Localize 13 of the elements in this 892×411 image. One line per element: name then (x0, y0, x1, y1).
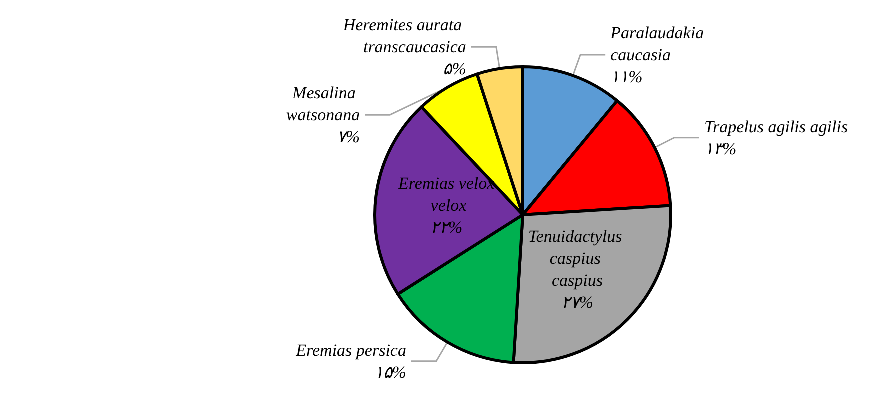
slice-label: Heremites aurata transcaucasica (342, 16, 466, 57)
slice-label: Mesalina watsonana (286, 84, 360, 125)
data-label: ۱۳% (704, 139, 737, 158)
data-label: ۱۵% (374, 362, 406, 382)
slice-label: Eremias persica (295, 340, 406, 360)
slice-label: Paralaudakia caucasia (610, 24, 708, 65)
data-label: ۵% (443, 60, 466, 79)
data-label: ۲۷% (561, 292, 594, 312)
data-label: ۷% (336, 128, 360, 147)
slice-label: Trapelus agilis agilis (704, 117, 848, 136)
data-label: ۲۲% (430, 218, 463, 237)
data-label: ۱۱% (610, 68, 643, 87)
slice-label: Tenuidactylus caspius caspius (528, 226, 626, 290)
